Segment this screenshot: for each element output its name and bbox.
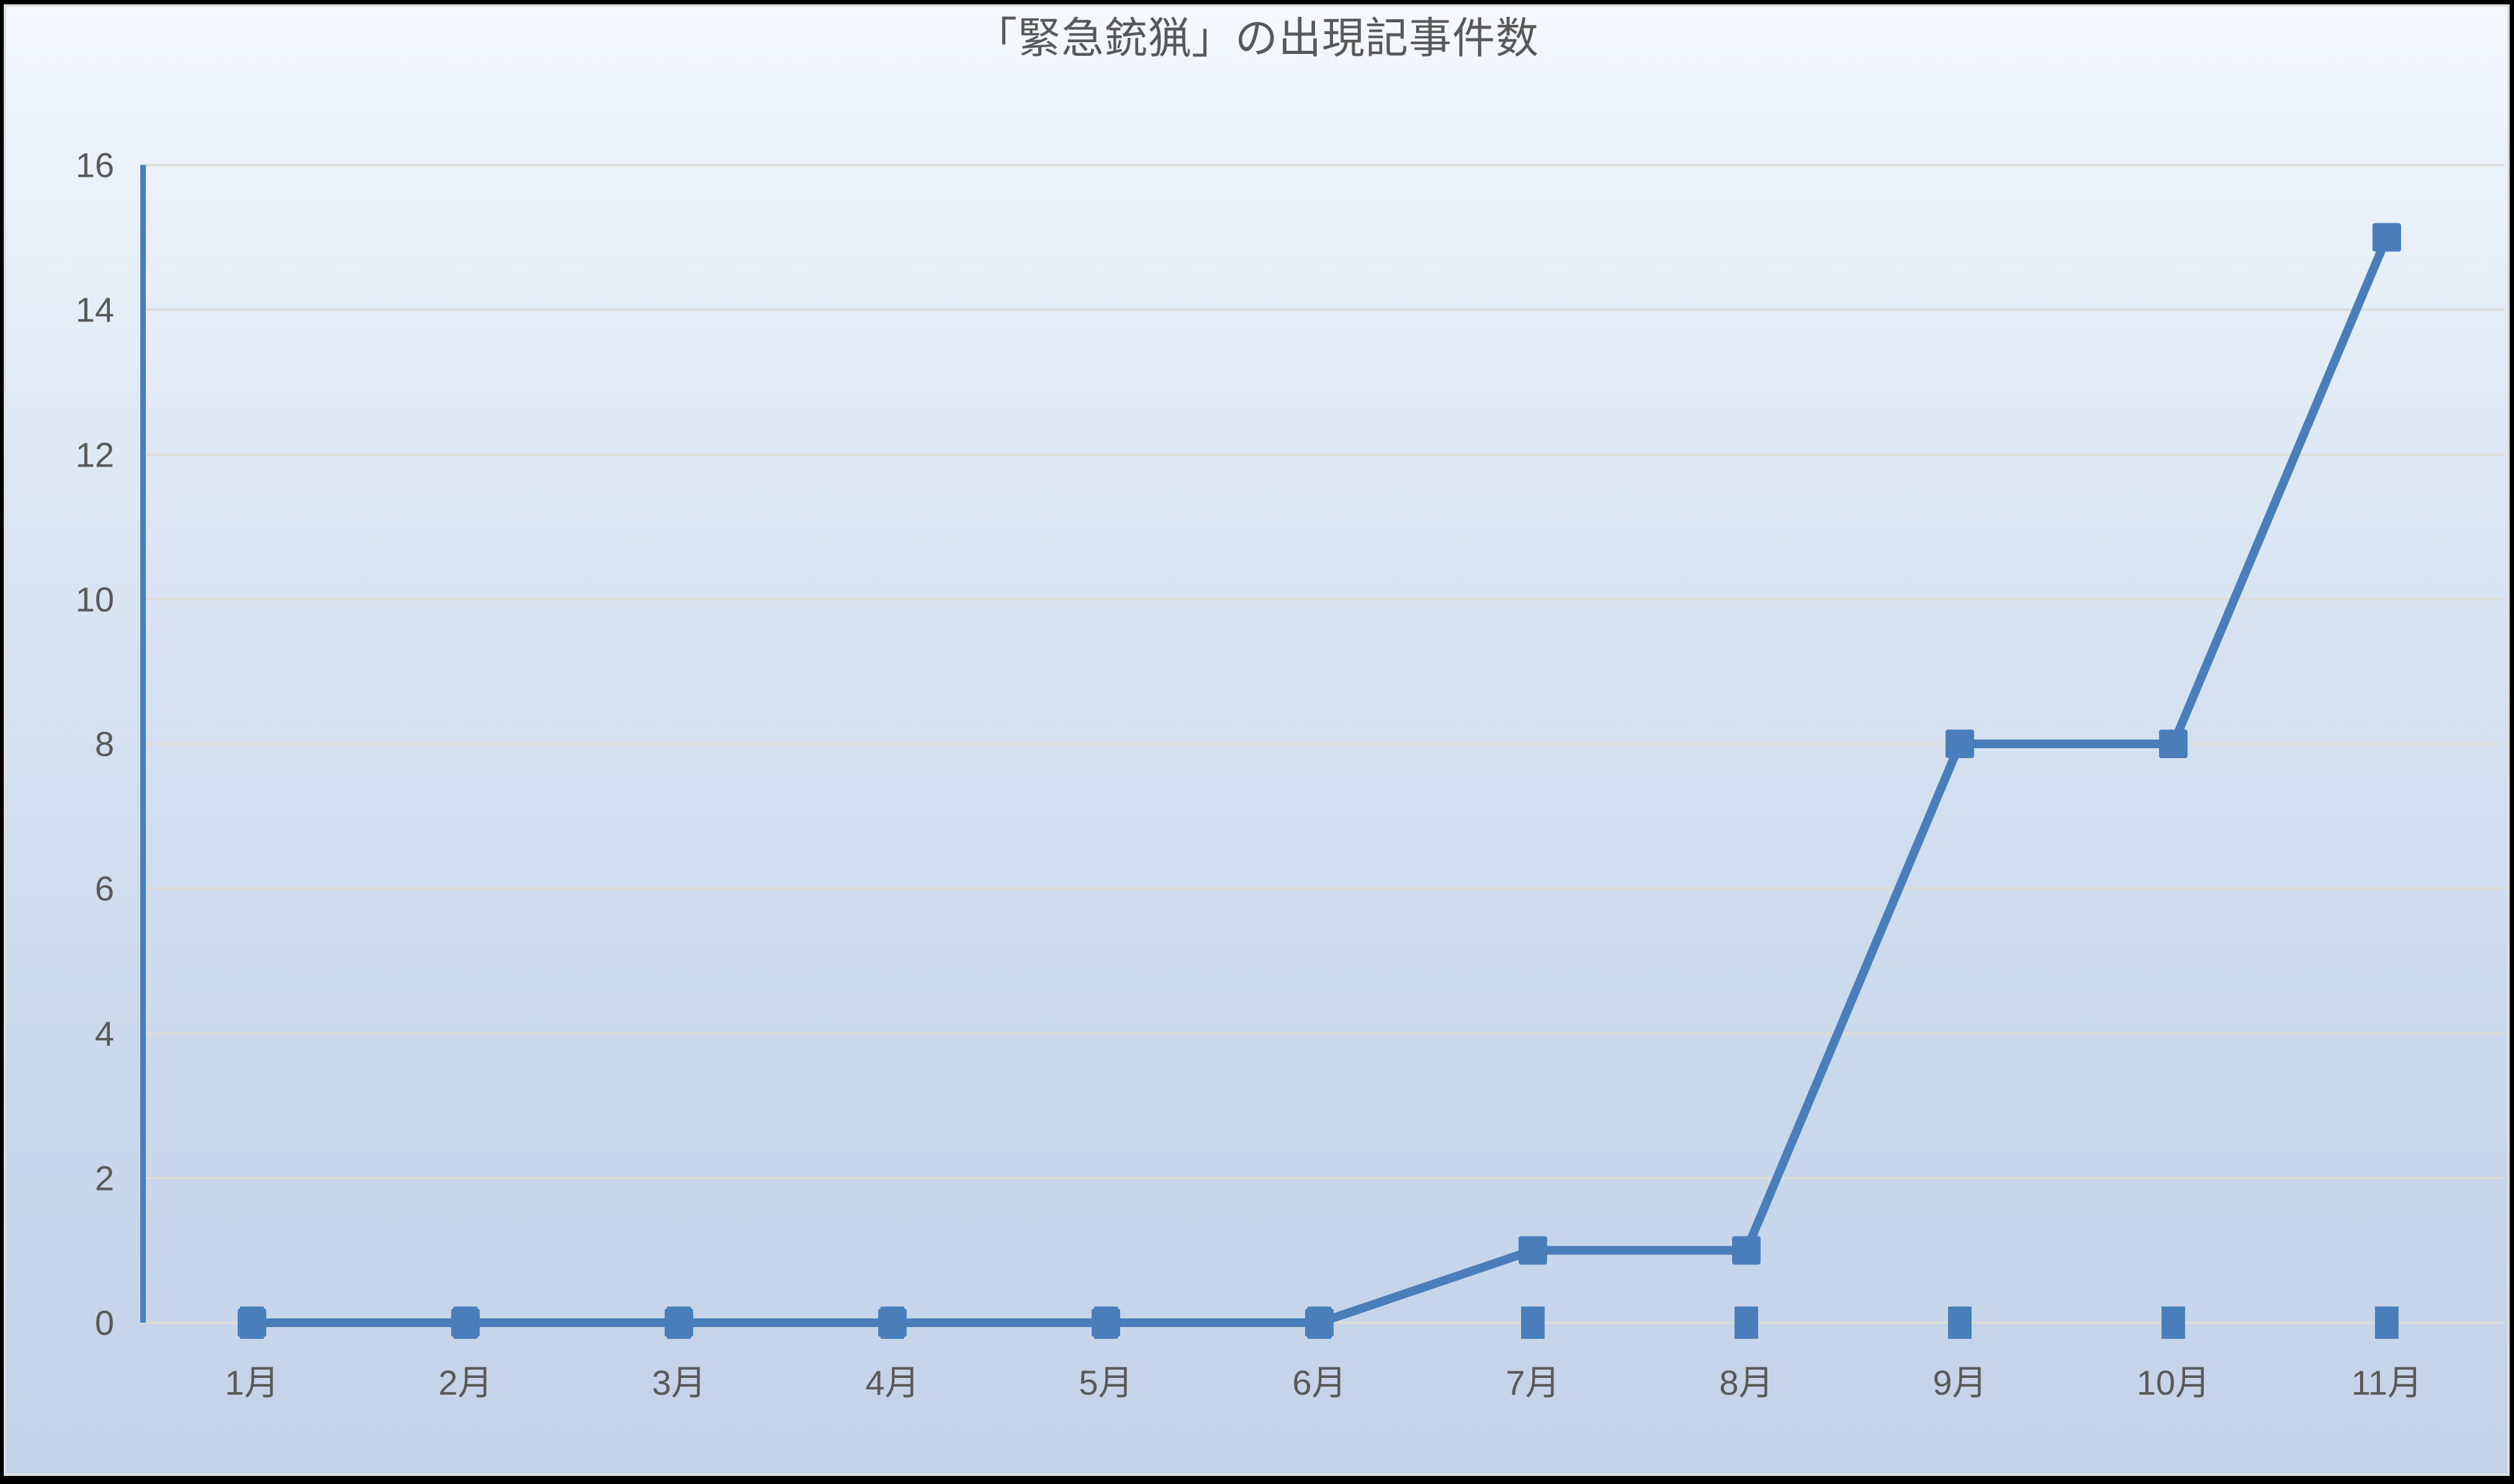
data-point-marker[interactable] <box>2373 223 2401 252</box>
x-axis-tick-label: 4月 <box>865 1363 920 1402</box>
x-axis-tick-label: 2月 <box>438 1363 493 1402</box>
data-point-marker[interactable] <box>1092 1308 1120 1337</box>
y-axis-tick-label: 8 <box>94 724 114 764</box>
x-axis-tick-label: 11月 <box>2351 1363 2423 1402</box>
data-point-marker[interactable] <box>451 1308 480 1337</box>
x-axis-tick-mark <box>1521 1307 1545 1339</box>
gridline <box>140 1032 2505 1035</box>
data-point-marker[interactable] <box>1946 730 1974 758</box>
data-point-marker[interactable] <box>238 1308 266 1337</box>
gridline <box>140 308 2505 311</box>
x-axis-tick-label: 8月 <box>1719 1363 1774 1402</box>
x-axis-tick-label: 10月 <box>2136 1363 2211 1402</box>
y-axis-tick-label: 14 <box>75 290 114 329</box>
chart-title: 「緊急銃猟」の出現記事件数 <box>974 14 1539 62</box>
x-axis-tick-mark <box>2162 1307 2185 1339</box>
y-axis-line <box>140 165 146 1323</box>
gridline <box>140 887 2505 890</box>
x-axis-tick-label: 5月 <box>1079 1363 1133 1402</box>
x-axis-tick-mark <box>1735 1307 1758 1339</box>
y-axis-tick-label: 0 <box>94 1303 114 1343</box>
y-axis-tick-label: 10 <box>75 579 114 619</box>
gridline <box>140 597 2505 601</box>
line-series-group <box>238 223 2401 1339</box>
x-axis-tick-mark <box>2375 1307 2399 1339</box>
data-point-marker[interactable] <box>1519 1236 1547 1265</box>
y-axis-tick-label: 2 <box>94 1158 114 1198</box>
data-point-marker[interactable] <box>2159 730 2188 758</box>
x-axis-tick-mark <box>1948 1307 1972 1339</box>
y-axis-tick-label: 12 <box>75 435 114 474</box>
gridline <box>140 453 2505 456</box>
gridline <box>140 1176 2505 1179</box>
y-axis-tick-label: 4 <box>94 1014 114 1053</box>
x-axis-tick-label: 3月 <box>652 1363 706 1402</box>
x-axis-tick-label: 1月 <box>225 1363 279 1402</box>
data-point-marker[interactable] <box>1305 1308 1334 1337</box>
x-axis-tick-label: 6月 <box>1292 1363 1347 1402</box>
gridline <box>140 164 2505 166</box>
x-axis-tick-label: 7月 <box>1506 1363 1560 1402</box>
x-axis-tick-label: 9月 <box>1933 1363 1987 1402</box>
data-point-marker[interactable] <box>878 1308 907 1337</box>
gridline <box>140 743 2505 745</box>
plot-area: 0 2 4 6 8 10 12 14 16 1月 2月 3月 4月 5月 6月 7月 8月 9月 10月 11月 <box>76 146 2505 1402</box>
data-point-marker[interactable] <box>1732 1236 1761 1265</box>
data-point-marker[interactable] <box>665 1308 693 1337</box>
series-line <box>248 233 2391 1327</box>
chart-canvas: 「緊急銃猟」の出現記事件数 0 2 4 6 8 10 12 14 16 1月 2月 3月 4月 5月 6月… <box>4 4 2510 1476</box>
y-axis-tick-label: 16 <box>75 145 114 185</box>
y-axis-tick-label: 6 <box>94 869 114 908</box>
